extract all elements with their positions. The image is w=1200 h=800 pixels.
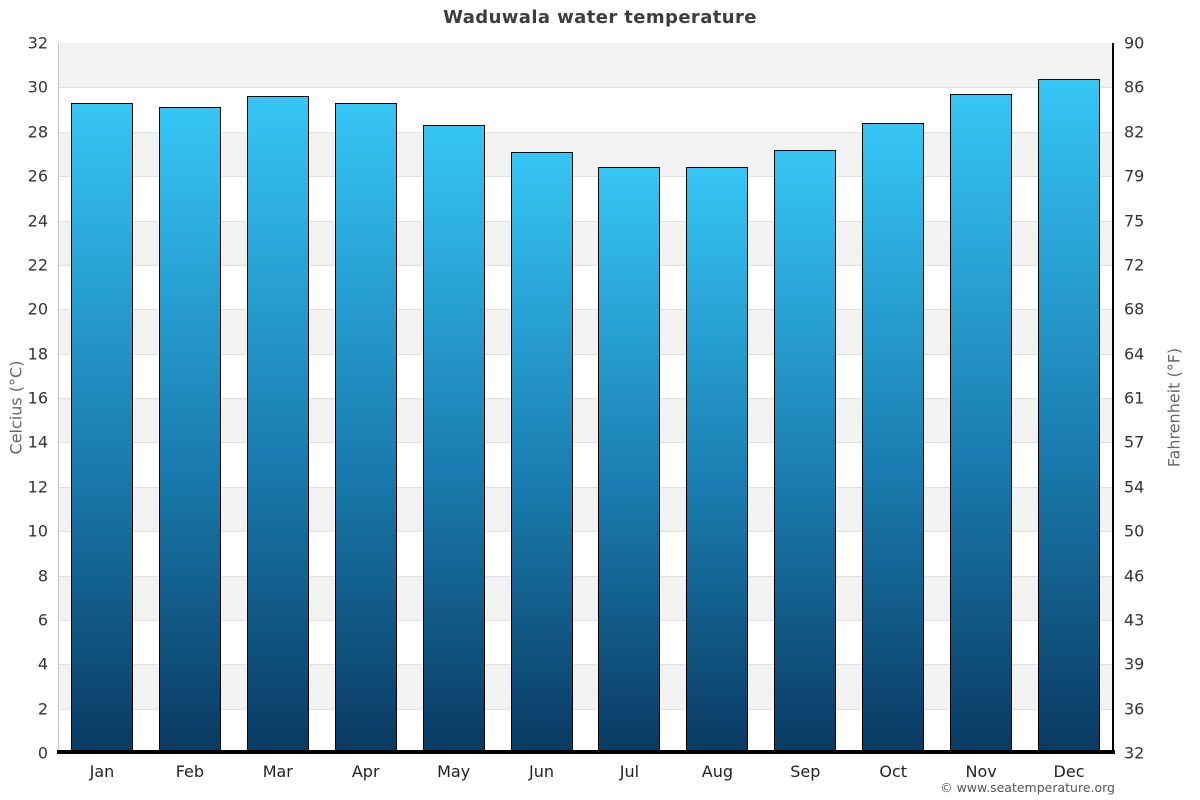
plot-band bbox=[58, 131, 1113, 177]
celsius-tick-12: 12 bbox=[27, 477, 48, 497]
left-axis-spine bbox=[58, 43, 59, 750]
fahrenheit-tick-32: 32 bbox=[1124, 743, 1145, 763]
plot-band bbox=[58, 220, 1113, 265]
month-label-feb: Feb bbox=[175, 762, 205, 781]
fahrenheit-tick-79: 79 bbox=[1124, 166, 1145, 186]
fahrenheit-tick-68: 68 bbox=[1124, 299, 1145, 319]
month-label-mar: Mar bbox=[262, 762, 293, 781]
gridline bbox=[58, 398, 1113, 399]
fahrenheit-tick-54: 54 bbox=[1124, 477, 1145, 497]
plot-band bbox=[58, 619, 1113, 665]
plot-band bbox=[58, 264, 1113, 310]
right-axis-spine bbox=[1112, 43, 1114, 753]
gridline bbox=[58, 309, 1113, 311]
fahrenheit-tick-46: 46 bbox=[1124, 566, 1145, 585]
gridline bbox=[58, 264, 1113, 266]
x-axis-line bbox=[57, 750, 1115, 754]
month-label-jan: Jan bbox=[89, 762, 115, 781]
fahrenheit-tick-90: 90 bbox=[1124, 33, 1145, 53]
plot-band bbox=[58, 486, 1113, 532]
gridline bbox=[58, 486, 1113, 488]
month-label-jun: Jun bbox=[529, 762, 555, 781]
celsius-tick-6: 6 bbox=[37, 610, 48, 630]
fahrenheit-tick-86: 86 bbox=[1124, 77, 1145, 97]
celsius-tick-10: 10 bbox=[27, 521, 48, 541]
fahrenheit-tick-64: 64 bbox=[1124, 344, 1145, 364]
plot-band bbox=[58, 176, 1113, 221]
celsius-tick-32: 32 bbox=[27, 33, 48, 53]
month-label-dec: Dec bbox=[1053, 762, 1085, 781]
plot-area bbox=[58, 43, 1113, 753]
gridline bbox=[58, 708, 1113, 710]
gridline bbox=[58, 575, 1113, 577]
gridline bbox=[58, 131, 1113, 133]
fahrenheit-tick-72: 72 bbox=[1124, 255, 1145, 275]
fahrenheit-axis-label: Fahrenheit (°F) bbox=[1164, 347, 1184, 468]
gridline bbox=[58, 664, 1113, 666]
plot-band bbox=[58, 353, 1113, 398]
month-label-jul: Jul bbox=[619, 762, 640, 781]
fahrenheit-tick-61: 61 bbox=[1124, 388, 1145, 408]
gridline bbox=[58, 442, 1113, 444]
celsius-tick-22: 22 bbox=[27, 255, 48, 275]
plot-band bbox=[58, 708, 1113, 753]
plot-band bbox=[58, 664, 1113, 709]
celsius-tick-30: 30 bbox=[27, 77, 48, 97]
celsius-tick-18: 18 bbox=[27, 344, 48, 364]
chart-title: Waduwala water temperature bbox=[443, 7, 757, 28]
copyright: © www.seatemperature.org bbox=[940, 780, 1115, 795]
month-label-nov: Nov bbox=[965, 762, 997, 781]
celsius-tick-24: 24 bbox=[27, 211, 48, 230]
fahrenheit-tick-82: 82 bbox=[1124, 122, 1145, 142]
celsius-tick-8: 8 bbox=[37, 566, 48, 585]
celsius-tick-0: 0 bbox=[37, 743, 48, 763]
fahrenheit-tick-75: 75 bbox=[1124, 211, 1145, 230]
plot-band bbox=[58, 442, 1113, 487]
celsius-tick-2: 2 bbox=[37, 699, 48, 719]
celsius-tick-4: 4 bbox=[37, 654, 48, 674]
celsius-tick-28: 28 bbox=[27, 122, 48, 142]
celsius-tick-16: 16 bbox=[27, 388, 48, 408]
month-label-apr: Apr bbox=[351, 762, 380, 781]
month-label-oct: Oct bbox=[879, 762, 908, 781]
fahrenheit-tick-39: 39 bbox=[1124, 654, 1145, 674]
plot-band bbox=[58, 87, 1113, 132]
month-label-may: May bbox=[437, 762, 471, 781]
plot-band bbox=[58, 43, 1113, 88]
gridline bbox=[58, 619, 1113, 621]
celsius-tick-14: 14 bbox=[27, 432, 48, 452]
plot-band bbox=[58, 398, 1113, 443]
plot-band bbox=[58, 531, 1113, 576]
celsius-tick-20: 20 bbox=[27, 299, 48, 319]
gridline bbox=[58, 176, 1113, 178]
fahrenheit-tick-43: 43 bbox=[1124, 610, 1145, 630]
gridline bbox=[58, 87, 1113, 89]
month-label-aug: Aug bbox=[701, 762, 733, 781]
plot-band bbox=[58, 309, 1113, 354]
fahrenheit-tick-50: 50 bbox=[1124, 521, 1145, 541]
fahrenheit-tick-36: 36 bbox=[1124, 699, 1145, 719]
month-label-sep: Sep bbox=[790, 762, 821, 781]
gridline bbox=[58, 353, 1113, 355]
plot-band bbox=[58, 575, 1113, 620]
gridline bbox=[58, 531, 1113, 533]
celsius-tick-26: 26 bbox=[27, 166, 48, 186]
fahrenheit-tick-57: 57 bbox=[1124, 432, 1145, 452]
gridline bbox=[58, 220, 1113, 222]
